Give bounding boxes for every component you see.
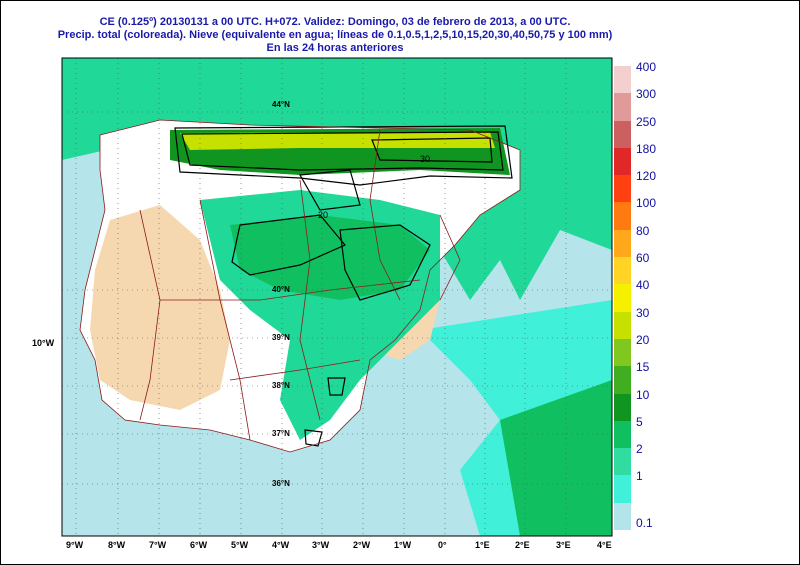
title-line-1: CE (0.125º) 20130131 a 00 UTC. H+072. Va… (99, 16, 571, 28)
colorbar-label: 20 (636, 332, 650, 347)
graticule (62, 58, 612, 536)
colorbar-label: 30 (636, 305, 650, 320)
colorbar-swatch (614, 475, 631, 503)
contour-label-20: 20 (318, 210, 328, 220)
colorbar-swatch (614, 284, 631, 312)
lat-label-39: 39°N (272, 333, 290, 342)
colorbar-swatch (614, 311, 631, 339)
lon-label: 3°W (312, 540, 330, 550)
colorbar-swatch (614, 93, 631, 121)
colorbar-label: 250 (636, 114, 657, 129)
lon-label: 1°W (394, 540, 412, 550)
colorbar-swatch (614, 120, 631, 148)
lon-label: 5°W (231, 540, 249, 550)
lon-label: 2°E (515, 540, 530, 550)
colorbar-label: 400 (636, 60, 657, 74)
lon-label: 8°W (108, 540, 126, 550)
colorbar-label: 15 (636, 360, 650, 375)
colorbar-swatch (614, 202, 631, 230)
colorbar-label: 180 (636, 141, 657, 156)
lon-label: 6°W (190, 540, 208, 550)
lon-label: 3°E (556, 540, 571, 550)
region-borders (79, 119, 521, 453)
colorbar-label: 1 (636, 469, 643, 484)
colorbar-label: 300 (636, 87, 657, 102)
colorbar-label: 0.1 (636, 516, 653, 530)
title-line-3: En las 24 horas anteriores (266, 42, 404, 54)
precip-sea-east-heavy (500, 380, 612, 536)
lon-label: 4°E (597, 540, 612, 550)
contour-label-30: 30 (420, 154, 430, 164)
lon-label: 1°E (475, 540, 490, 550)
colorbar-swatch (614, 448, 631, 476)
colorbar-swatch (614, 147, 631, 176)
colorbar-label: 60 (636, 251, 650, 266)
lon-label: 7°W (149, 540, 167, 550)
colorbar-label: 40 (636, 278, 650, 293)
lat-label-38: 38°N (272, 381, 290, 390)
colorbar-swatch (614, 257, 631, 285)
lat-label-44: 44°N (272, 100, 290, 109)
colorbar-label: 10 (636, 387, 650, 402)
lat-label-36: 36°N (272, 479, 290, 488)
colorbar-swatch (614, 66, 631, 94)
colorbar-label: 2 (636, 442, 643, 457)
colorbar-swatch (614, 229, 631, 258)
colorbar-label: 5 (636, 414, 643, 429)
map-border (61, 57, 613, 537)
lon-label: 4°W (272, 540, 290, 550)
colorbar-label: 80 (636, 223, 650, 238)
colorbar-swatch (614, 420, 631, 449)
lon-label: 9°W (66, 540, 84, 550)
colorbar-swatch (614, 502, 631, 530)
colorbar-swatch (614, 338, 631, 367)
lon-label: 0° (438, 540, 447, 550)
colorbar-swatch (614, 393, 631, 421)
snow-contours (174, 125, 513, 447)
colorbar-label: 100 (636, 196, 657, 211)
colorbar-swatch (614, 366, 631, 394)
lat-label-40: 40°N (272, 285, 290, 294)
colorbar-label: 120 (636, 169, 657, 184)
precip-land-heavy (230, 215, 430, 300)
dry-area-west (90, 205, 230, 410)
side-lon-label: 10°W (32, 338, 55, 348)
lon-label: 2°W (353, 540, 371, 550)
snow-max-band (180, 132, 495, 150)
colorbar-swatch (614, 175, 631, 203)
lat-label-37: 37°N (272, 429, 290, 438)
title-line-2: Precip. total (coloreada). Nieve (equiva… (57, 29, 613, 41)
